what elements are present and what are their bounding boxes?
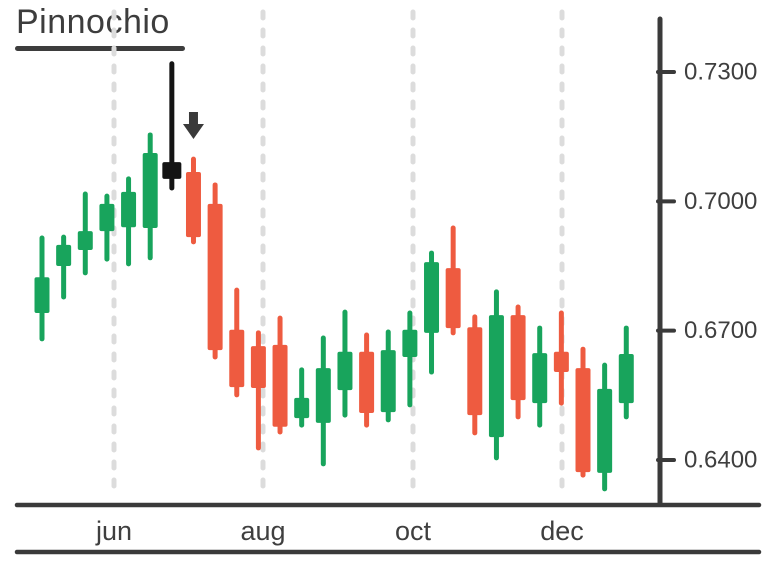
candle-body <box>121 191 137 228</box>
candle-green <box>597 362 613 492</box>
candle-body <box>315 368 331 423</box>
candle-red <box>510 304 526 420</box>
candle-body <box>510 315 526 401</box>
candle-body <box>99 203 115 232</box>
candles <box>34 61 634 492</box>
candle-body <box>229 329 245 388</box>
x-tick-label: aug <box>240 516 285 546</box>
down-arrow-icon <box>182 112 204 139</box>
x-tick-label: dec <box>540 516 584 546</box>
candle-red <box>575 346 591 478</box>
candle-green <box>618 325 634 420</box>
candle-red <box>467 314 483 436</box>
candle-green <box>380 329 396 423</box>
x-tick-label: oct <box>395 516 432 546</box>
candle-body <box>142 153 158 229</box>
candle-body <box>445 268 461 329</box>
title-underline <box>15 46 185 51</box>
candle-body <box>294 397 310 419</box>
candle-red <box>553 310 569 406</box>
candle-body <box>424 262 440 333</box>
candle-body <box>575 368 591 473</box>
pinocchio-candle <box>162 61 182 191</box>
candle-body <box>272 344 288 427</box>
page-title: Pinnochio <box>16 3 170 41</box>
candle-body <box>488 315 504 438</box>
y-axis-ticks: 0.7300 0.7000 0.6700 0.6400 <box>656 59 757 474</box>
candle-body <box>618 353 634 404</box>
candle-body <box>532 353 548 404</box>
x-tick-label: jun <box>95 516 132 546</box>
y-tick-label: 0.7000 <box>684 188 757 215</box>
candle-body <box>185 172 201 238</box>
candle-body <box>207 203 223 351</box>
candle-green <box>142 132 158 261</box>
y-tick-label: 0.7300 <box>684 59 757 86</box>
candle-green <box>56 234 72 300</box>
candle-body <box>162 162 182 179</box>
candle-green <box>121 176 137 267</box>
y-tick-label: 0.6700 <box>684 317 757 344</box>
candle-green <box>424 250 440 375</box>
candle-green <box>34 235 50 342</box>
candle-red <box>359 332 375 428</box>
candle-green <box>77 191 93 276</box>
candle-body <box>380 350 396 413</box>
candle-body <box>56 244 72 266</box>
candle-body <box>467 327 483 416</box>
candle-green <box>402 310 418 408</box>
candle-green <box>337 309 353 418</box>
candle-green <box>532 325 548 428</box>
candle-red <box>272 315 288 435</box>
candle-body <box>34 277 50 313</box>
candle-red <box>207 182 223 360</box>
candle-green <box>315 335 331 467</box>
candle-body <box>597 388 613 473</box>
y-tick-label: 0.6400 <box>684 447 757 474</box>
candle-body <box>402 329 418 357</box>
candle-body <box>337 351 353 391</box>
candle-red <box>445 225 461 336</box>
candle-green <box>294 367 310 428</box>
candle-body <box>359 351 375 414</box>
x-axis-labels: jun aug oct dec <box>95 516 584 546</box>
candle-red <box>229 287 245 398</box>
candle-red <box>250 330 266 451</box>
candle-green <box>99 193 115 262</box>
candle-green <box>488 289 504 461</box>
gridlines <box>111 9 565 500</box>
candle-body <box>77 231 93 251</box>
candle-body <box>553 351 569 373</box>
candle-body <box>250 346 266 389</box>
annotation-arrow-layer <box>182 112 204 139</box>
candle-red <box>185 156 201 245</box>
